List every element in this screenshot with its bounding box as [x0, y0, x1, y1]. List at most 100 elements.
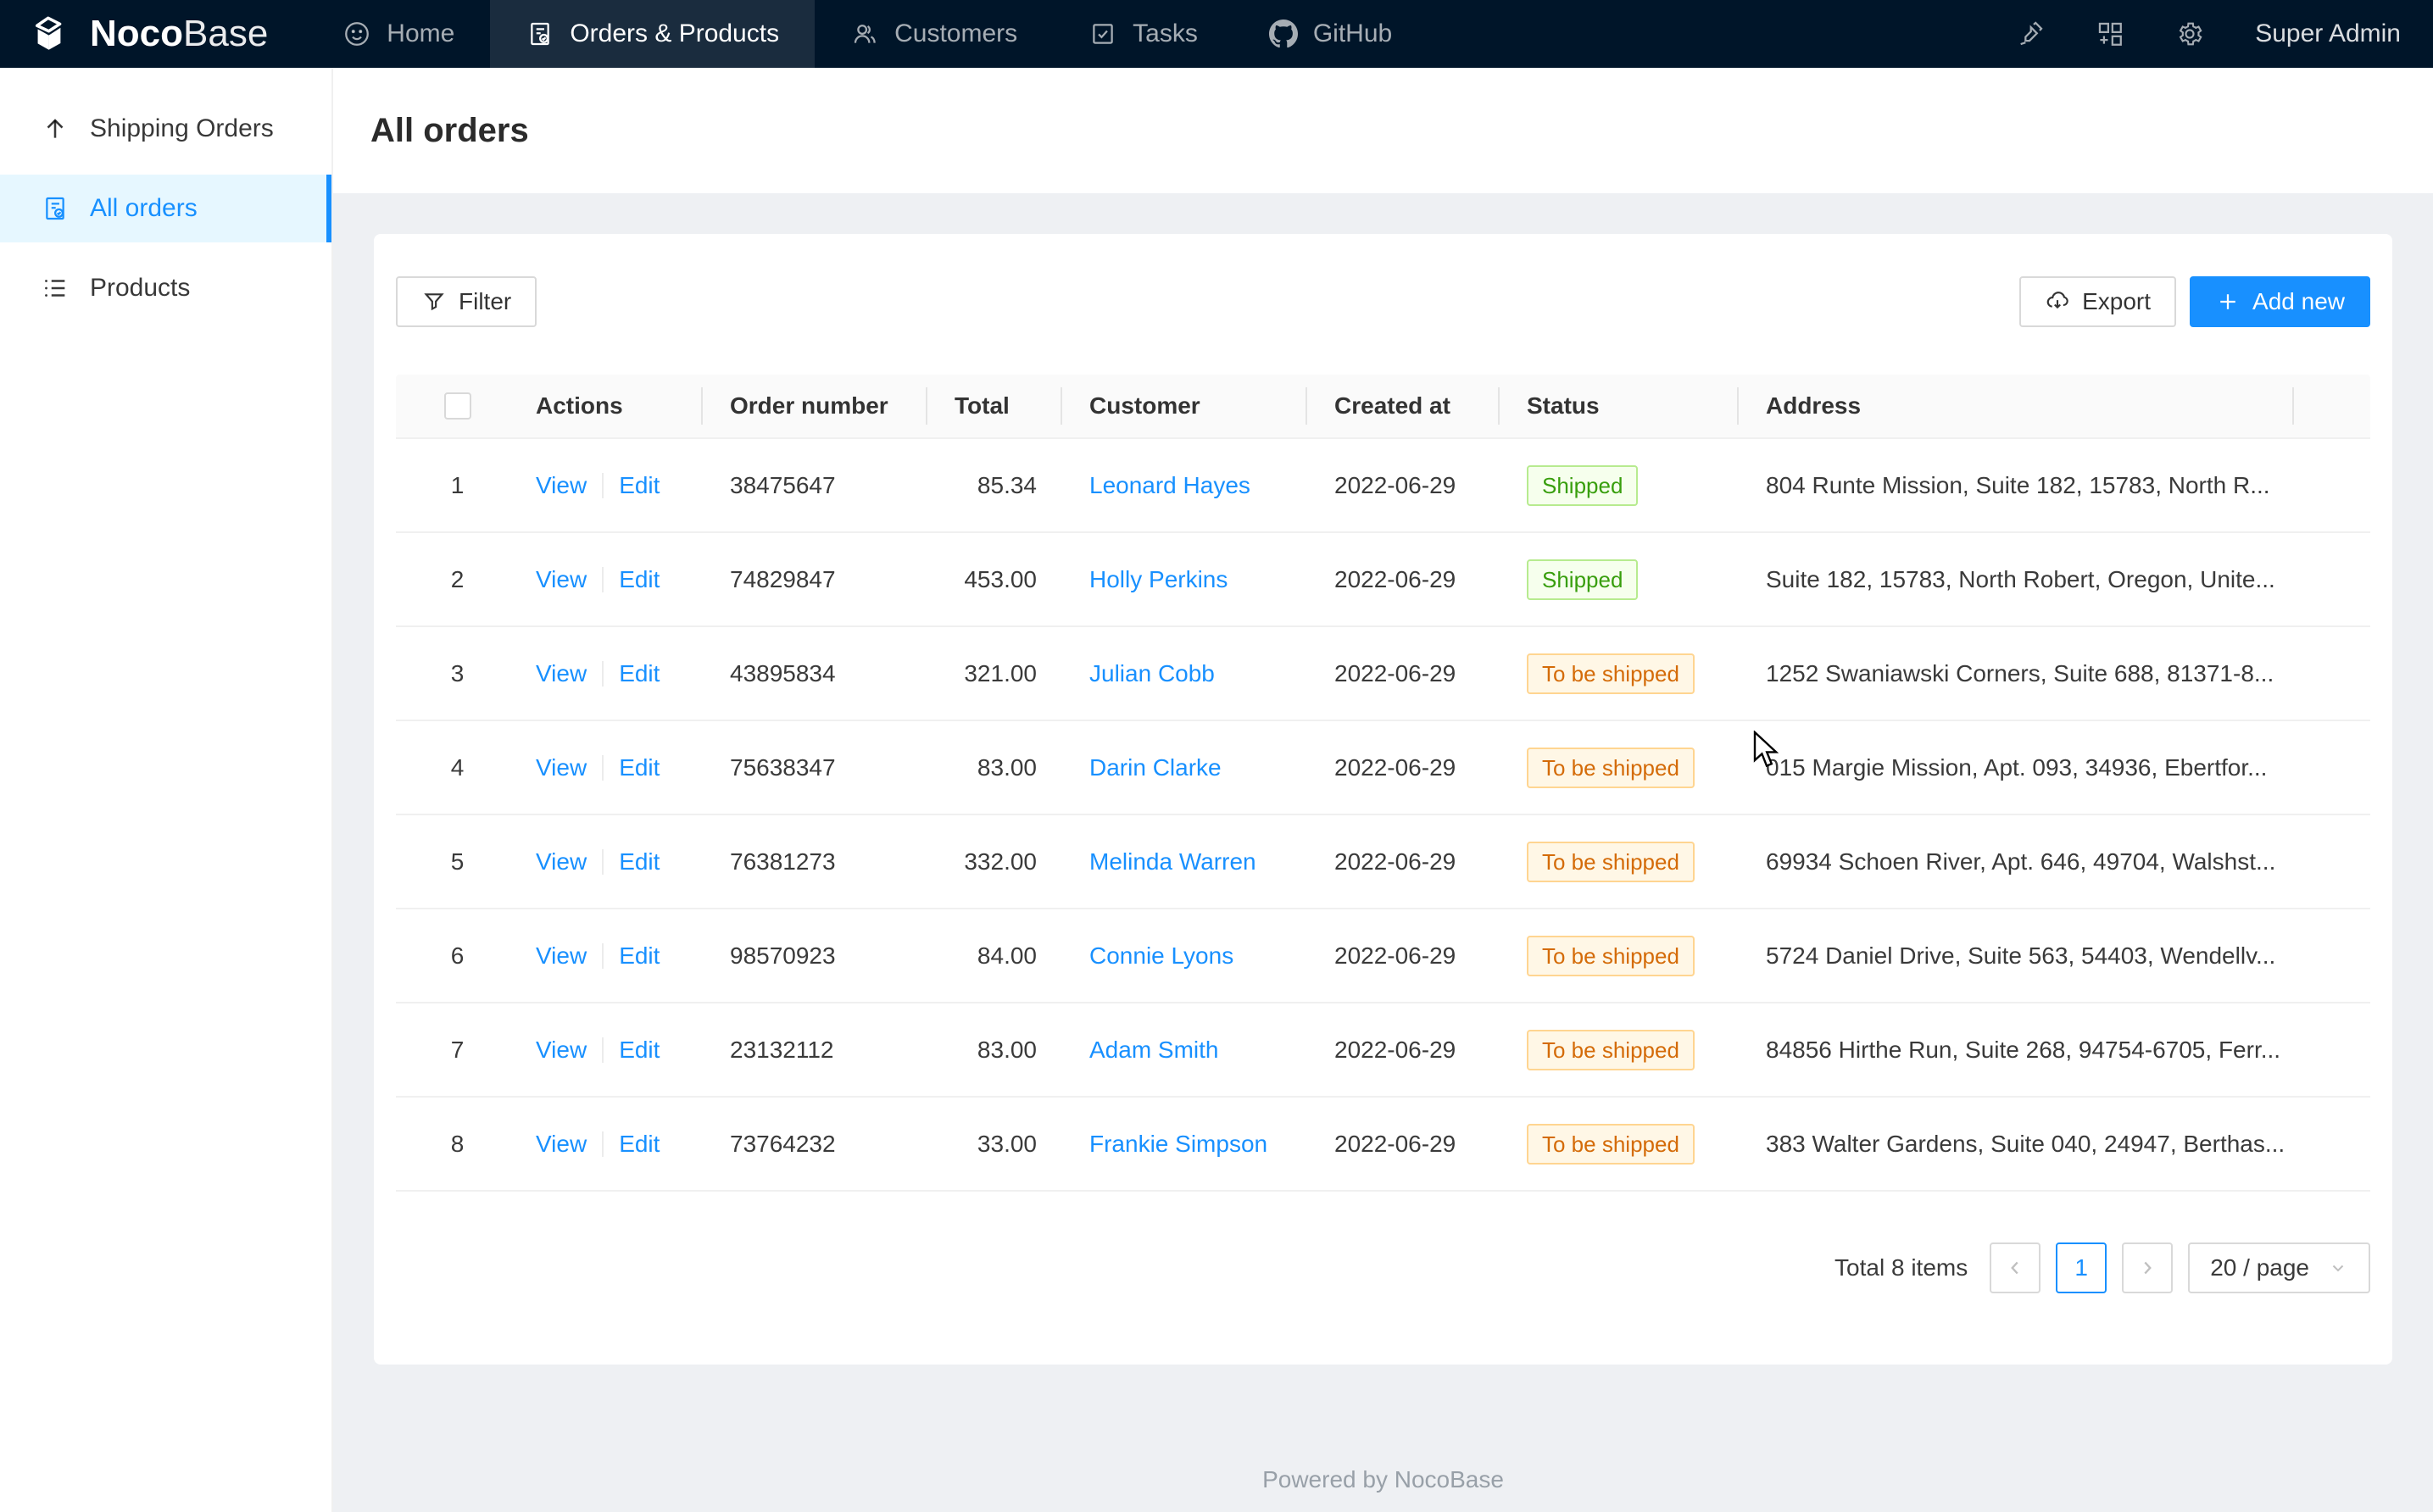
order-number-cell: 74829847	[703, 533, 927, 625]
gear-icon[interactable]	[2175, 19, 2204, 48]
select-all-checkbox[interactable]	[444, 392, 471, 420]
customer-link[interactable]: Leonard Hayes	[1089, 472, 1250, 499]
page-size-select[interactable]: 20 / page	[2188, 1242, 2370, 1293]
row-index: 5	[396, 815, 519, 908]
export-button[interactable]: Export	[2019, 276, 2176, 327]
arrow-up-icon	[41, 114, 70, 143]
table-row: 2 View Edit 74829847 453.00 Holly Perkin…	[396, 533, 2370, 627]
customer-link[interactable]: Holly Perkins	[1089, 566, 1228, 593]
export-button-label: Export	[2082, 288, 2151, 315]
sidebar-item-shipping-orders[interactable]: Shipping Orders	[0, 95, 331, 163]
sidebar: Shipping Orders All orders Products	[0, 68, 333, 1512]
action-divider	[602, 1037, 604, 1063]
page-size-value: 20 / page	[2210, 1254, 2309, 1281]
page-title: All orders	[370, 112, 529, 150]
filter-button[interactable]: Filter	[396, 276, 537, 327]
column-header-address[interactable]: Address	[1739, 375, 2294, 437]
created-at-cell: 2022-06-29	[1307, 439, 1500, 531]
total-cell: 83.00	[927, 1003, 1062, 1096]
column-header-actions[interactable]: Actions	[519, 375, 703, 437]
edit-link[interactable]: Edit	[619, 848, 660, 876]
table-row: 1 View Edit 38475647 85.34 Leonard Hayes…	[396, 439, 2370, 533]
customer-link[interactable]: Connie Lyons	[1089, 942, 1233, 970]
customer-link[interactable]: Darin Clarke	[1089, 754, 1222, 781]
pagination-page-1[interactable]: 1	[2056, 1242, 2107, 1293]
customer-link[interactable]: Melinda Warren	[1089, 848, 1256, 876]
table-row: 7 View Edit 23132112 83.00 Adam Smith 20…	[396, 1003, 2370, 1098]
order-number-cell: 76381273	[703, 815, 927, 908]
created-at-cell: 2022-06-29	[1307, 909, 1500, 1002]
action-divider	[602, 1131, 604, 1157]
order-number-cell: 23132112	[703, 1003, 927, 1096]
view-link[interactable]: View	[536, 1131, 587, 1158]
column-header-order-number[interactable]: Order number	[703, 375, 927, 437]
check-square-icon	[1088, 19, 1117, 48]
action-divider	[602, 473, 604, 498]
chevron-down-icon	[2328, 1258, 2348, 1278]
edit-link[interactable]: Edit	[619, 1037, 660, 1064]
row-actions: View Edit	[519, 721, 703, 814]
address-cell: 383 Walter Gardens, Suite 040, 24947, Be…	[1766, 1131, 2285, 1158]
address-cell: 804 Runte Mission, Suite 182, 15783, Nor…	[1766, 472, 2270, 499]
orders-table: Actions Order number Total Customer Crea…	[396, 375, 2370, 1192]
edit-link[interactable]: Edit	[619, 1131, 660, 1158]
sidebar-item-all-orders[interactable]: All orders	[0, 175, 331, 242]
action-divider	[602, 755, 604, 781]
edit-link[interactable]: Edit	[619, 472, 660, 499]
nav-item-tasks[interactable]: Tasks	[1053, 0, 1233, 68]
pagination-next-button[interactable]	[2122, 1242, 2173, 1293]
column-header-created-at[interactable]: Created at	[1307, 375, 1500, 437]
created-at-cell: 2022-06-29	[1307, 1098, 1500, 1190]
table-row: 3 View Edit 43895834 321.00 Julian Cobb …	[396, 627, 2370, 721]
nav-item-orders-products[interactable]: Orders & Products	[490, 0, 815, 68]
created-at-cell: 2022-06-29	[1307, 533, 1500, 625]
total-cell: 332.00	[927, 815, 1062, 908]
highlighter-icon[interactable]	[2016, 19, 2045, 48]
view-link[interactable]: View	[536, 848, 587, 876]
nav-item-label: Orders & Products	[570, 19, 779, 48]
table-header-row: Actions Order number Total Customer Crea…	[396, 375, 2370, 439]
nocobase-logo[interactable]: NocoBase	[0, 12, 307, 56]
status-tag: To be shipped	[1527, 936, 1695, 976]
view-link[interactable]: View	[536, 942, 587, 970]
customer-link[interactable]: Adam Smith	[1089, 1037, 1219, 1064]
nav-item-home[interactable]: Home	[307, 0, 490, 68]
view-link[interactable]: View	[536, 566, 587, 593]
edit-link[interactable]: Edit	[619, 660, 660, 687]
created-at-cell: 2022-06-29	[1307, 815, 1500, 908]
nav-item-customers[interactable]: Customers	[815, 0, 1053, 68]
customer-link[interactable]: Frankie Simpson	[1089, 1131, 1267, 1158]
page-header: All orders	[333, 68, 2433, 193]
pagination-prev-button[interactable]	[1990, 1242, 2040, 1293]
column-header-total[interactable]: Total	[927, 375, 1062, 437]
main-menu: Home Orders & Products Customers Tasks	[307, 0, 1428, 68]
column-header-status[interactable]: Status	[1500, 375, 1739, 437]
edit-link[interactable]: Edit	[619, 942, 660, 970]
customer-link[interactable]: Julian Cobb	[1089, 660, 1215, 687]
brand-name: NocoBase	[90, 13, 268, 55]
action-divider	[602, 567, 604, 592]
row-actions: View Edit	[519, 815, 703, 908]
content-area: Filter Export Add new	[333, 193, 2433, 1512]
row-actions: View Edit	[519, 533, 703, 625]
view-link[interactable]: View	[536, 1037, 587, 1064]
edit-link[interactable]: Edit	[619, 754, 660, 781]
ui-editor-blocks-icon[interactable]	[2096, 19, 2124, 48]
column-header-customer[interactable]: Customer	[1062, 375, 1307, 437]
order-number-cell: 75638347	[703, 721, 927, 814]
view-link[interactable]: View	[536, 754, 587, 781]
sidebar-item-products[interactable]: Products	[0, 254, 331, 322]
team-icon	[850, 19, 879, 48]
view-link[interactable]: View	[536, 660, 587, 687]
view-link[interactable]: View	[536, 472, 587, 499]
add-new-button[interactable]: Add new	[2190, 276, 2370, 327]
total-cell: 33.00	[927, 1098, 1062, 1190]
table-row: 6 View Edit 98570923 84.00 Connie Lyons …	[396, 909, 2370, 1003]
nav-item-github[interactable]: GitHub	[1233, 0, 1428, 68]
edit-link[interactable]: Edit	[619, 566, 660, 593]
nav-item-label: Customers	[894, 19, 1017, 48]
user-menu[interactable]: Super Admin	[2255, 19, 2401, 48]
address-cell: 5724 Daniel Drive, Suite 563, 54403, Wen…	[1766, 942, 2275, 970]
address-cell: Suite 182, 15783, North Robert, Oregon, …	[1766, 566, 2275, 593]
row-actions: View Edit	[519, 627, 703, 720]
